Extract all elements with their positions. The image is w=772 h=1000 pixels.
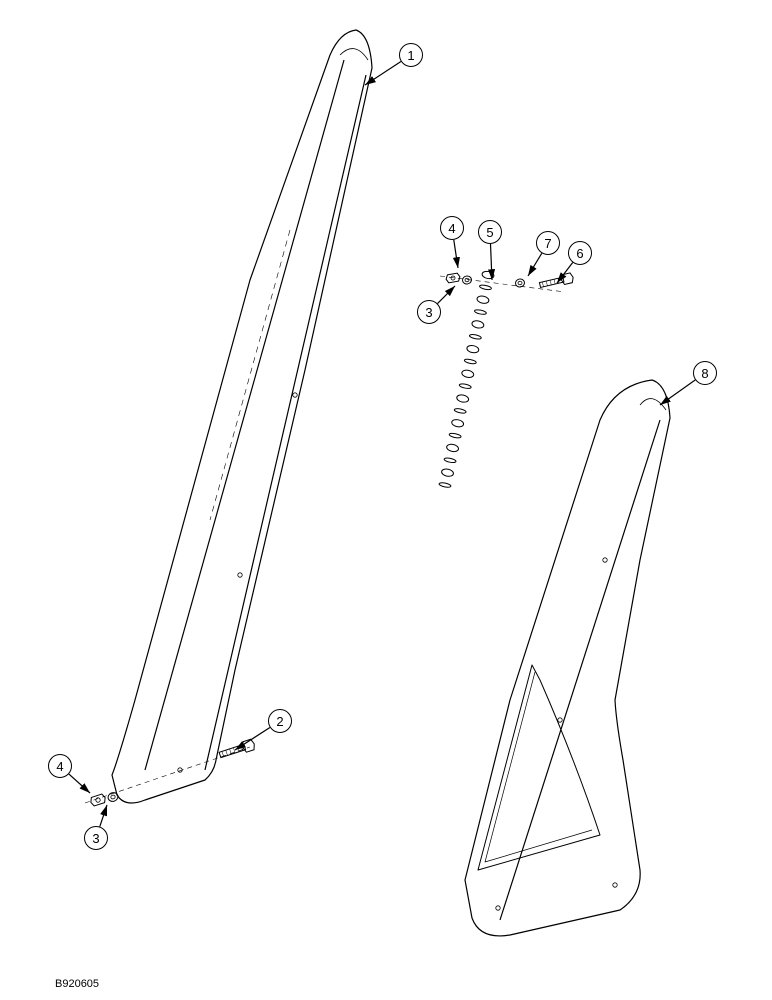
- part-left-panel: [112, 30, 372, 803]
- part-right-panel: [465, 380, 670, 936]
- part-nut-4-lower: [89, 793, 106, 806]
- part-washer-3-lower: [107, 791, 119, 802]
- hardware-upper: [439, 270, 575, 488]
- callout-arrows: [69, 62, 695, 827]
- callout-5: 5: [478, 220, 502, 244]
- callout-3: 3: [84, 826, 108, 850]
- parts-drawing: [0, 0, 772, 1000]
- callout-4: 4: [440, 216, 464, 240]
- part-washer-7: [515, 278, 525, 287]
- callout-8: 8: [693, 361, 717, 385]
- callout-6: 6: [568, 241, 592, 265]
- drawing-number: B920605: [55, 978, 99, 990]
- diagram-canvas: 1457638243 B920605: [0, 0, 772, 1000]
- part-nut-4-upper: [445, 273, 460, 283]
- part-chain-5: [439, 270, 495, 488]
- part-bolt-2: [218, 739, 256, 761]
- callout-1: 1: [399, 43, 423, 67]
- hardware-lower: [85, 739, 256, 807]
- callout-2: 2: [268, 709, 292, 733]
- callout-3: 3: [417, 300, 441, 324]
- callout-4: 4: [48, 754, 72, 778]
- part-bolt-6: [539, 272, 574, 289]
- callout-7: 7: [536, 231, 560, 255]
